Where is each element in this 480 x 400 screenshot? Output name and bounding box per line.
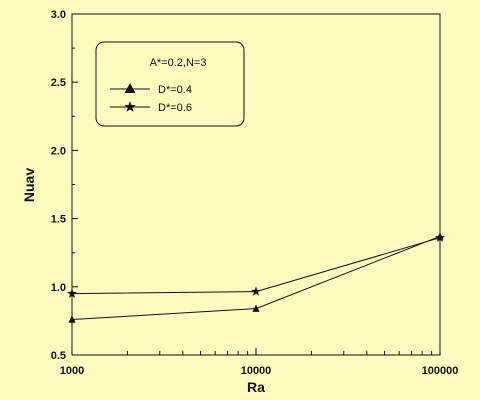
y-axis-ticks: 0.5 1.0 1.5 2.0 2.5 3.0 <box>51 9 78 362</box>
legend-label-2: D*=0.6 <box>158 102 192 114</box>
data-point-star <box>251 286 261 296</box>
legend-star-marker <box>124 101 136 112</box>
data-point-triangle <box>68 315 76 323</box>
legend-label-1: D*=0.4 <box>158 84 192 96</box>
x-tick-label: 1000 <box>60 365 84 377</box>
y-tick-label: 2.5 <box>51 77 66 89</box>
plot-frame <box>71 13 441 356</box>
y-tick-label: 0.5 <box>51 350 66 362</box>
y-tick-label: 2.0 <box>51 145 66 157</box>
x-axis-ticks: 1000 10000 100000 <box>60 348 459 377</box>
y-tick-label: 1.5 <box>51 214 66 226</box>
series-line-2 <box>71 237 441 295</box>
data-point-star <box>67 288 77 298</box>
series-layer <box>67 232 445 323</box>
x-tick-label: 10000 <box>241 365 272 377</box>
legend-title: A*=0.2,N=3 <box>150 57 207 69</box>
x-axis-title: Ra <box>247 379 265 395</box>
data-point-triangle <box>252 304 260 312</box>
y-tick-label: 3.0 <box>51 9 66 21</box>
legend: A*=0.2,N=3 D*=0.4 D*=0.6 <box>95 41 245 127</box>
y-tick-label: 1.0 <box>51 282 66 294</box>
legend-box <box>95 41 245 127</box>
x-tick-label: 100000 <box>422 365 459 377</box>
y-axis-title: Nuav <box>21 168 37 202</box>
legend-triangle-marker <box>124 83 136 93</box>
data-point-star <box>435 232 445 242</box>
